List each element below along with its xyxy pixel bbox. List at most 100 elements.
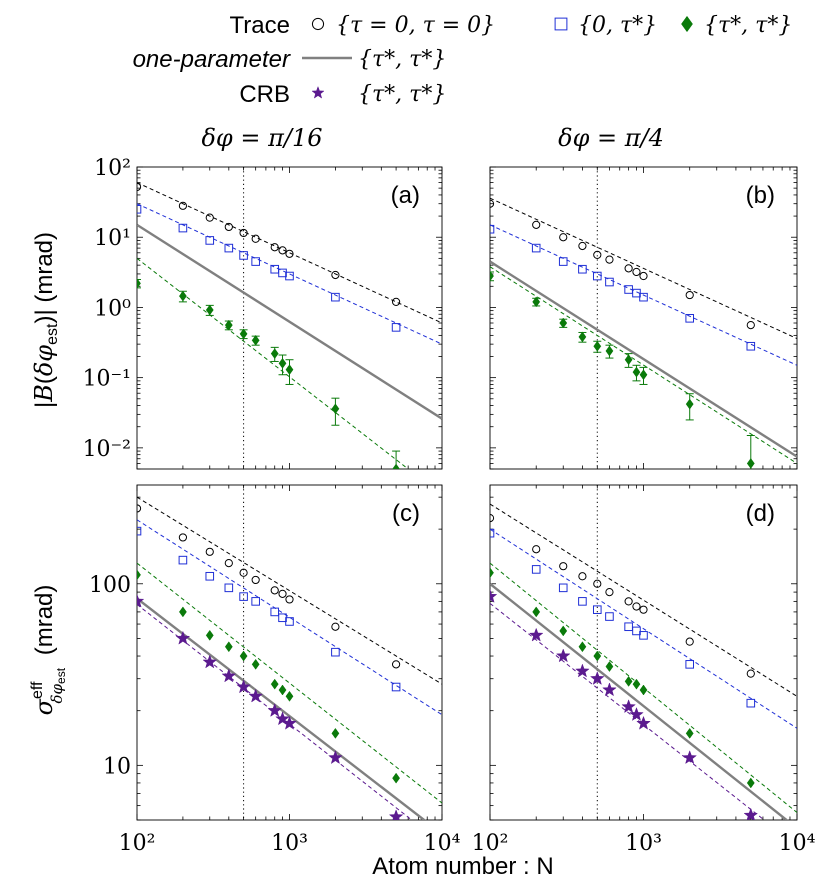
data-point-circle (624, 597, 633, 606)
legend-marker-diamond (681, 15, 693, 33)
panel-series (490, 503, 797, 820)
data-point-star (175, 630, 191, 645)
data-point-star (282, 715, 297, 730)
data-point-circle (605, 587, 614, 597)
data-point-square (605, 277, 614, 287)
data-point-square (278, 268, 287, 278)
fit-line-diamond (490, 266, 797, 464)
y-tick-label: 10⁻¹ (83, 367, 131, 392)
data-point-square (270, 264, 280, 274)
data-point-circle (639, 605, 648, 614)
data-point-circle (278, 589, 287, 598)
panel-series (490, 197, 797, 469)
legend-entry-text: {0, τ*} (578, 13, 657, 38)
data-point-square (331, 647, 340, 657)
axis-labels: Atom number : N |B(δφest)| (mrad) σeff δφes… (29, 232, 554, 880)
fit-line-circle (137, 496, 442, 685)
data-point-diamond (239, 328, 248, 340)
data-point-square (531, 243, 541, 253)
data-point-circle (532, 220, 541, 229)
fit-line-star (137, 603, 413, 820)
legend-entry-text: {τ*, τ*} (358, 82, 446, 107)
panel-a: 10⁻² 10⁻¹ 10⁰ 10¹ 10² (a) (83, 156, 443, 470)
data-point-diamond (224, 641, 233, 653)
panel-label-a: (a) (391, 182, 420, 209)
data-point-square (391, 682, 401, 692)
legend-marker-circle (311, 17, 325, 31)
data-point-square (685, 660, 695, 669)
data-point-star (388, 809, 404, 820)
error-bar (392, 450, 401, 469)
data-point-diamond (270, 348, 279, 360)
data-point-square (746, 698, 756, 708)
data-point-square (224, 243, 234, 253)
data-point-diamond (593, 340, 602, 352)
error-bar (490, 271, 494, 282)
panel-series (137, 496, 442, 820)
data-point-circle (632, 602, 641, 611)
data-point-diamond (593, 650, 602, 662)
data-point-circle (578, 241, 587, 251)
data-point-diamond (639, 684, 648, 696)
panels: 10⁻² 10⁻¹ 10⁰ 10¹ 10² (a) (b) 10 100 10² 10³ 10⁴ (c)… (83, 156, 816, 856)
data-point-circle (391, 660, 401, 669)
data-point-diamond (178, 290, 187, 302)
data-point-diamond (559, 317, 568, 329)
data-point-square (224, 583, 234, 593)
data-point-square (239, 251, 248, 260)
data-point-circle (746, 669, 755, 678)
one-parameter-line (137, 223, 442, 420)
y-tick-label: 10¹ (94, 226, 131, 251)
data-point-circle (285, 249, 294, 258)
data-point-diamond (559, 625, 568, 637)
data-point-square (685, 314, 695, 323)
fit-line-diamond (137, 257, 409, 469)
data-point-circle (605, 255, 614, 264)
one-parameter-line (490, 260, 797, 458)
data-point-star (743, 807, 759, 820)
data-point-diamond (746, 777, 755, 789)
y-axis-label-top: |B(δφest)| (mrad) (30, 232, 61, 408)
data-point-square (746, 341, 756, 351)
x-tick-label: 10⁴ (424, 831, 461, 856)
x-axis-label: Atom number : N (372, 853, 553, 880)
legend-marker-star (311, 85, 325, 99)
panel-series (137, 182, 442, 469)
data-point-circle (532, 545, 541, 554)
data-point-circle (251, 234, 260, 243)
panel-ticks (489, 166, 798, 470)
data-point-square (578, 597, 587, 606)
data-point-square (251, 597, 260, 606)
data-point-diamond (490, 567, 494, 579)
data-point-circle (205, 213, 214, 222)
panel-ticks (489, 485, 798, 821)
panel-frame (136, 166, 443, 470)
data-point-circle (239, 228, 248, 238)
data-point-diamond (490, 270, 494, 282)
data-point-square (531, 565, 541, 574)
data-point-square (639, 631, 648, 640)
panel-d: 10² 10³ 10⁴ (d) (472, 484, 816, 856)
data-point-diamond (578, 331, 587, 343)
data-point-star (248, 688, 264, 703)
data-point-diamond (205, 629, 214, 641)
fit-line-square (490, 528, 797, 729)
legend-label-2: CRB (239, 81, 290, 108)
panel-label-c: (c) (392, 500, 420, 527)
data-point-circle (624, 264, 633, 273)
data-point-diamond (178, 606, 187, 618)
data-point-star (575, 663, 590, 678)
y-tick-label: 10⁰ (94, 296, 131, 321)
data-point-square (391, 323, 401, 332)
panel-label-d: (d) (746, 500, 775, 527)
data-point-circle (639, 271, 648, 281)
fit-line-square (490, 224, 797, 366)
panel-b: (b) (489, 166, 798, 470)
data-point-circle (285, 595, 294, 604)
fit-line-square (137, 519, 442, 716)
data-point-circle (685, 290, 694, 300)
data-point-diamond (285, 690, 294, 702)
data-point-square (624, 622, 633, 632)
data-point-square (205, 236, 215, 245)
data-point-circle (490, 199, 495, 208)
